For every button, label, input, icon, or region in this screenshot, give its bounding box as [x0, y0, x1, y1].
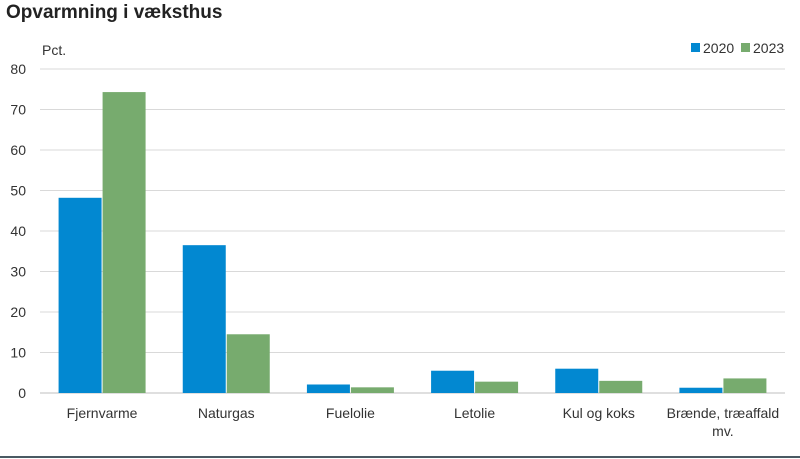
bar-2023-4	[599, 380, 643, 393]
bar-2020-2	[306, 384, 350, 393]
bar-2023-0	[102, 92, 146, 394]
bar-2023-3	[475, 381, 519, 393]
bar-2020-0	[58, 197, 102, 393]
legend-swatch-2020	[691, 43, 700, 52]
y-axis-ticks: 0 10 20 30 40 50 60 70 80	[10, 61, 26, 401]
x-category-label: Fuelolie	[326, 405, 375, 421]
x-axis-categories: Fjernvarme Naturgas Fuelolie Letolie Kul og …	[67, 405, 780, 439]
y-tick-label: 0	[18, 385, 26, 401]
bar-2020-1	[182, 245, 226, 393]
y-tick-label: 10	[10, 345, 26, 361]
y-tick-label: 60	[10, 142, 26, 158]
x-category-label: Fjernvarme	[67, 405, 138, 421]
legend: 2020 2023	[691, 40, 784, 56]
bar-2023-2	[350, 387, 394, 393]
y-tick-label: 20	[10, 304, 26, 320]
bottom-rule	[0, 456, 800, 458]
x-category-label: Kul og koks	[563, 405, 635, 421]
bar-2023-1	[226, 334, 270, 393]
bars	[58, 92, 767, 394]
legend-label-2020: 2020	[703, 40, 734, 56]
bar-2020-5	[679, 387, 723, 393]
y-tick-label: 80	[10, 61, 26, 77]
y-tick-label: 70	[10, 102, 26, 118]
bar-2020-4	[555, 368, 599, 393]
x-category-label: Naturgas	[198, 405, 255, 421]
legend-swatch-2023	[741, 43, 750, 52]
y-tick-label: 50	[10, 183, 26, 199]
y-tick-label: 40	[10, 223, 26, 239]
bar-2020-3	[431, 370, 475, 393]
x-category-label: Letolie	[454, 405, 495, 421]
bar-2023-5	[723, 378, 767, 393]
x-category-label: mv.	[712, 423, 734, 439]
legend-label-2023: 2023	[753, 40, 784, 56]
gridlines	[40, 68, 785, 394]
chart-title: Opvarmning i væksthus	[6, 2, 223, 23]
y-axis-unit-label: Pct.	[42, 42, 66, 58]
x-category-label: Brænde, træaffald	[667, 405, 780, 421]
y-tick-label: 30	[10, 264, 26, 280]
